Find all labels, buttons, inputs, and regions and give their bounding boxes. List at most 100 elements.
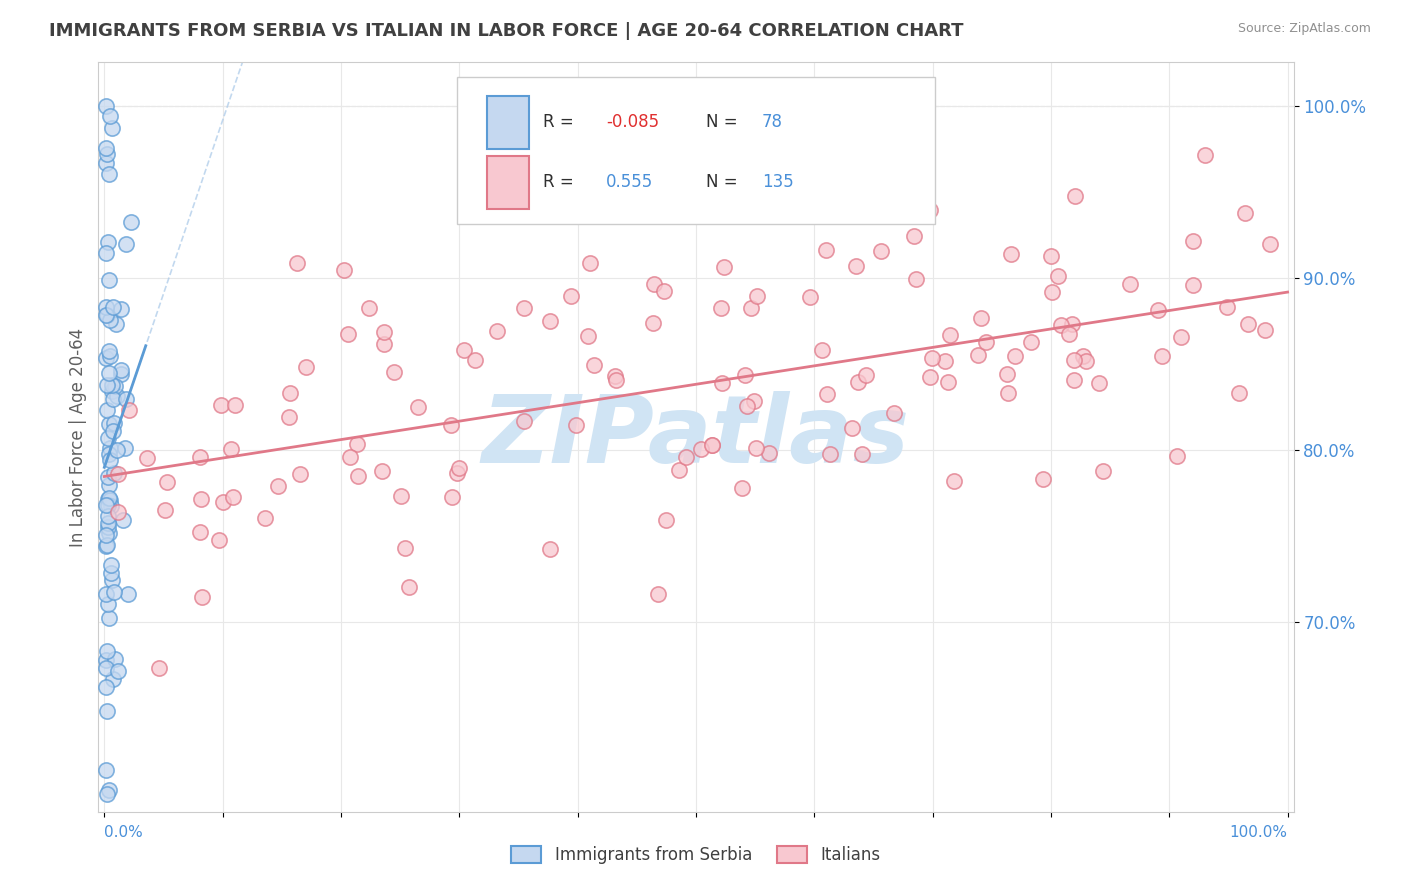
Point	[153, 502, 176, 516]
Point	[643, 277, 665, 291]
Point	[208, 533, 231, 547]
Point	[997, 368, 1019, 382]
Point	[110, 363, 132, 377]
Point	[453, 343, 475, 357]
Point	[97, 498, 120, 512]
Point	[97, 431, 120, 445]
Point	[97, 470, 120, 484]
Point	[100, 499, 122, 513]
Point	[1057, 326, 1080, 341]
Point	[188, 525, 211, 540]
Point	[97, 235, 120, 250]
Point	[1039, 249, 1062, 263]
Point	[1040, 285, 1063, 300]
Point	[447, 461, 470, 475]
Point	[700, 437, 723, 451]
Point	[440, 490, 463, 504]
Point	[277, 410, 299, 425]
Point	[936, 375, 959, 389]
Point	[103, 392, 125, 407]
Point	[96, 308, 118, 322]
Point	[1216, 300, 1239, 314]
Point	[98, 273, 121, 287]
Point	[652, 284, 675, 298]
Point	[97, 610, 120, 624]
Point	[103, 416, 125, 430]
Point	[974, 335, 997, 350]
Point	[97, 597, 120, 611]
Point	[811, 343, 834, 358]
Point	[96, 704, 118, 718]
Point	[191, 590, 214, 604]
Text: R =: R =	[543, 113, 579, 131]
Point	[967, 348, 990, 362]
Point	[100, 558, 122, 573]
Point	[103, 672, 125, 686]
Point	[97, 520, 120, 534]
Point	[373, 336, 395, 351]
Point	[101, 120, 124, 135]
Point	[675, 450, 697, 464]
Point	[101, 573, 124, 587]
Point	[94, 351, 117, 365]
Point	[96, 788, 118, 802]
FancyBboxPatch shape	[486, 96, 529, 149]
Point	[290, 467, 312, 481]
Point	[1254, 322, 1277, 336]
Text: R =: R =	[543, 173, 579, 191]
Point	[921, 351, 943, 365]
Point	[97, 366, 120, 380]
Point	[222, 490, 245, 504]
Point	[98, 492, 121, 507]
Point	[104, 652, 127, 666]
Point	[224, 398, 246, 412]
Text: 0.0%: 0.0%	[104, 825, 143, 840]
Point	[94, 156, 117, 170]
Point	[188, 450, 211, 465]
Point	[690, 442, 713, 457]
Point	[758, 446, 780, 460]
Point	[846, 376, 869, 390]
Point	[100, 349, 122, 363]
Point	[579, 256, 602, 270]
Point	[446, 467, 468, 481]
Point	[740, 301, 762, 315]
Point	[869, 244, 891, 258]
Point	[389, 489, 412, 503]
Point	[1091, 464, 1114, 478]
Point	[148, 661, 170, 675]
Point	[711, 376, 734, 391]
Point	[814, 243, 837, 257]
Point	[513, 301, 536, 315]
Point	[98, 417, 121, 432]
Point	[96, 146, 118, 161]
Point	[96, 403, 118, 417]
Point	[97, 447, 120, 461]
Point	[110, 367, 132, 381]
Point	[943, 475, 966, 489]
Point	[1073, 350, 1095, 364]
Legend: Immigrants from Serbia, Italians: Immigrants from Serbia, Italians	[505, 839, 887, 871]
Point	[346, 437, 368, 451]
Point	[851, 447, 873, 461]
Point	[1237, 318, 1260, 332]
Point	[1064, 189, 1087, 203]
Point	[603, 368, 626, 383]
Point	[903, 229, 925, 244]
Point	[713, 260, 735, 275]
Point	[710, 301, 733, 315]
Point	[918, 203, 941, 218]
Point	[641, 316, 664, 330]
Point	[94, 98, 117, 112]
Point	[1047, 268, 1070, 283]
Point	[212, 495, 235, 509]
Point	[339, 450, 361, 465]
Point	[254, 510, 277, 524]
Point	[94, 587, 117, 601]
Point	[98, 313, 121, 327]
Point	[1150, 349, 1173, 363]
Point	[1181, 235, 1204, 249]
Point	[107, 505, 129, 519]
Point	[97, 782, 120, 797]
Point	[94, 539, 117, 553]
